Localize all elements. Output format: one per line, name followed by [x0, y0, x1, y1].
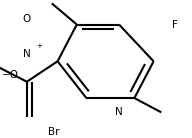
Text: N: N — [115, 107, 123, 117]
Text: O: O — [23, 14, 31, 24]
Text: Br: Br — [48, 127, 60, 137]
Text: +: + — [36, 43, 42, 49]
Text: N: N — [23, 50, 31, 59]
Text: F: F — [172, 19, 178, 30]
Text: −O: −O — [2, 70, 19, 80]
